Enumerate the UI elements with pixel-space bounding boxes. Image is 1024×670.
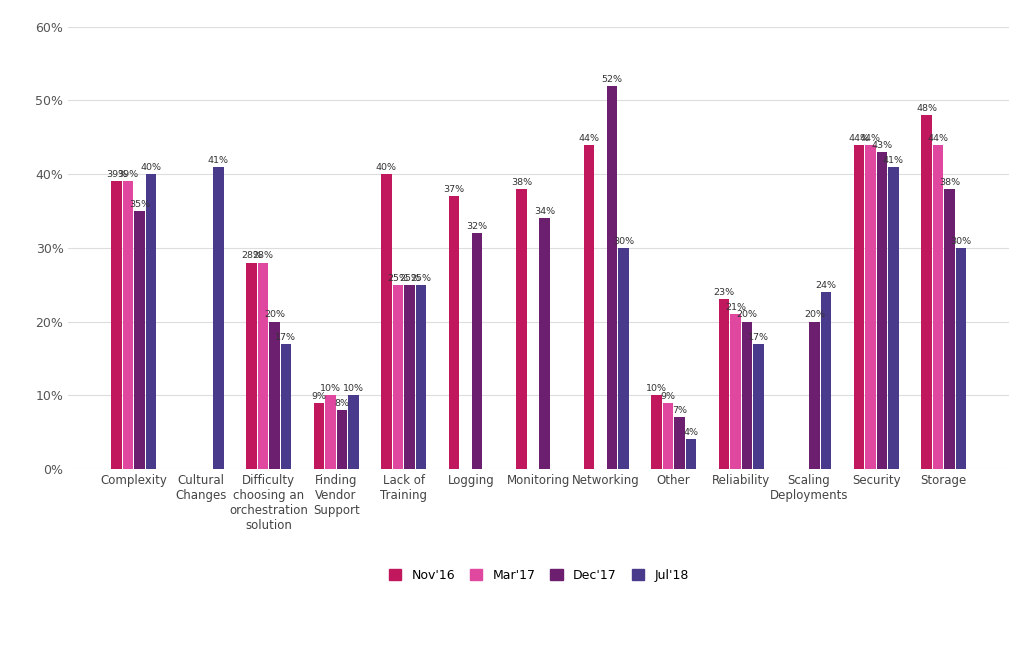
Text: 4%: 4%: [683, 428, 698, 438]
Bar: [404, 285, 415, 469]
Text: 8%: 8%: [335, 399, 349, 408]
Bar: [516, 189, 526, 469]
Text: 30%: 30%: [612, 237, 634, 246]
Text: 20%: 20%: [804, 310, 825, 320]
Bar: [944, 189, 954, 469]
Bar: [933, 145, 943, 469]
Text: 44%: 44%: [849, 133, 869, 143]
Text: 52%: 52%: [601, 74, 623, 84]
Text: 9%: 9%: [311, 391, 327, 401]
Bar: [325, 395, 336, 469]
Text: 41%: 41%: [883, 155, 904, 165]
Text: 44%: 44%: [860, 133, 881, 143]
Text: 21%: 21%: [725, 303, 745, 312]
Bar: [753, 344, 764, 469]
Bar: [854, 145, 864, 469]
Text: 24%: 24%: [815, 281, 837, 290]
Bar: [922, 115, 932, 469]
Text: 17%: 17%: [748, 332, 769, 342]
Bar: [606, 86, 617, 469]
Bar: [651, 395, 662, 469]
Bar: [381, 174, 392, 469]
Bar: [134, 211, 144, 469]
Bar: [865, 145, 876, 469]
Text: 38%: 38%: [511, 178, 532, 187]
Bar: [269, 322, 280, 469]
Text: 10%: 10%: [343, 384, 364, 393]
Bar: [145, 174, 156, 469]
Text: 39%: 39%: [118, 170, 138, 180]
Text: 32%: 32%: [466, 222, 487, 231]
Bar: [809, 322, 820, 469]
Legend: Nov'16, Mar'17, Dec'17, Jul'18: Nov'16, Mar'17, Dec'17, Jul'18: [384, 563, 693, 587]
Bar: [246, 263, 257, 469]
Bar: [539, 218, 550, 469]
Bar: [392, 285, 403, 469]
Bar: [584, 145, 594, 469]
Text: 7%: 7%: [672, 406, 687, 415]
Bar: [741, 322, 753, 469]
Text: 17%: 17%: [275, 332, 296, 342]
Bar: [472, 233, 482, 469]
Text: 44%: 44%: [928, 133, 948, 143]
Text: 48%: 48%: [916, 104, 937, 113]
Bar: [123, 182, 133, 469]
Text: 37%: 37%: [443, 185, 465, 194]
Bar: [111, 182, 122, 469]
Text: 35%: 35%: [129, 200, 150, 209]
Text: 39%: 39%: [105, 170, 127, 180]
Bar: [281, 344, 291, 469]
Bar: [449, 196, 459, 469]
Text: 25%: 25%: [399, 273, 420, 283]
Bar: [888, 167, 899, 469]
Bar: [348, 395, 358, 469]
Bar: [686, 440, 696, 469]
Text: 25%: 25%: [411, 273, 431, 283]
Text: 41%: 41%: [208, 155, 228, 165]
Bar: [337, 410, 347, 469]
Text: 20%: 20%: [264, 310, 285, 320]
Bar: [719, 299, 729, 469]
Bar: [313, 403, 325, 469]
Bar: [663, 403, 673, 469]
Text: 28%: 28%: [252, 251, 273, 261]
Text: 23%: 23%: [714, 288, 734, 297]
Bar: [258, 263, 268, 469]
Text: 10%: 10%: [319, 384, 341, 393]
Text: 10%: 10%: [646, 384, 667, 393]
Text: 43%: 43%: [871, 141, 893, 150]
Text: 30%: 30%: [950, 237, 972, 246]
Bar: [213, 167, 223, 469]
Bar: [618, 248, 629, 469]
Text: 25%: 25%: [387, 273, 409, 283]
Text: 44%: 44%: [579, 133, 599, 143]
Text: 40%: 40%: [140, 163, 162, 172]
Text: 34%: 34%: [534, 207, 555, 216]
Bar: [955, 248, 967, 469]
Text: 9%: 9%: [660, 391, 676, 401]
Text: 20%: 20%: [736, 310, 758, 320]
Bar: [730, 314, 740, 469]
Text: 40%: 40%: [376, 163, 397, 172]
Text: 28%: 28%: [241, 251, 262, 261]
Bar: [416, 285, 426, 469]
Bar: [877, 152, 887, 469]
Text: 38%: 38%: [939, 178, 961, 187]
Bar: [820, 292, 831, 469]
Bar: [674, 417, 685, 469]
